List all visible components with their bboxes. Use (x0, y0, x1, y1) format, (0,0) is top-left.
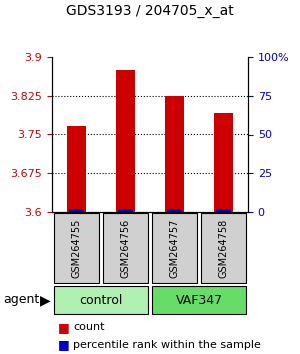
Text: GDS3193 / 204705_x_at: GDS3193 / 204705_x_at (66, 5, 234, 18)
FancyBboxPatch shape (54, 213, 99, 282)
Text: agent: agent (3, 293, 39, 307)
Text: ▶: ▶ (40, 293, 50, 307)
Text: ■: ■ (58, 321, 70, 334)
Bar (118, 210, 133, 212)
Text: ■: ■ (58, 338, 70, 351)
Text: control: control (79, 293, 123, 307)
FancyBboxPatch shape (152, 286, 245, 314)
Bar (167, 210, 182, 212)
Bar (116, 70, 135, 212)
Bar (214, 113, 233, 212)
FancyBboxPatch shape (152, 213, 197, 282)
FancyBboxPatch shape (55, 286, 148, 314)
Text: percentile rank within the sample: percentile rank within the sample (73, 339, 261, 349)
FancyBboxPatch shape (201, 213, 246, 282)
Text: GSM264758: GSM264758 (218, 218, 229, 278)
Bar (69, 210, 84, 212)
Bar (216, 210, 231, 212)
Text: GSM264757: GSM264757 (169, 218, 179, 278)
Text: count: count (73, 322, 104, 332)
Text: GSM264755: GSM264755 (71, 218, 82, 278)
Text: VAF347: VAF347 (176, 293, 223, 307)
Bar (67, 126, 86, 212)
FancyBboxPatch shape (103, 213, 148, 282)
Bar (165, 96, 184, 212)
Text: GSM264756: GSM264756 (121, 218, 130, 278)
